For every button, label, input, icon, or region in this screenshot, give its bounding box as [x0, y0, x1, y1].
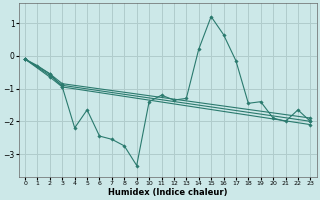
X-axis label: Humidex (Indice chaleur): Humidex (Indice chaleur): [108, 188, 228, 197]
